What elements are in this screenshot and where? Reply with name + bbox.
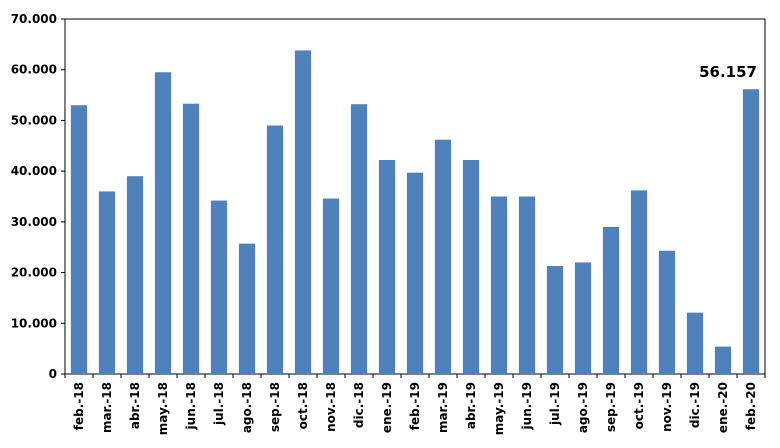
x-tick-label: oct.-19 [632,382,646,429]
x-tick-label: mar.-19 [436,382,450,433]
bar-dic.-19 [686,312,704,374]
x-tick-label: jun.-18 [184,382,198,430]
bar-ago.-19 [574,262,592,374]
y-tick-label: 0 [49,367,57,381]
bar-jun.-19 [518,196,536,374]
bar-mar.-19 [434,139,452,374]
bar-may.-18 [154,72,172,374]
x-tick-label: feb.-20 [744,382,758,430]
bar-abr.-19 [462,159,480,374]
y-tick-label: 30.000 [11,215,57,229]
x-tick-label: abr.-19 [464,382,478,429]
x-tick-label: dic.-18 [352,382,366,428]
y-tick-label: 10.000 [11,316,57,330]
y-tick-label: 20.000 [11,266,57,280]
x-tick-label: ago.-19 [576,382,590,433]
bar-sep.-18 [266,125,284,374]
bar-ago.-18 [238,243,256,374]
bar-feb.-19 [406,172,424,374]
x-tick-label: ago.-18 [240,382,254,433]
x-tick-label: ene.-19 [380,382,394,433]
bar-feb.-18 [70,105,88,375]
bar-may.-19 [490,196,508,374]
x-tick-label: oct.-18 [296,382,310,429]
x-tick-label: nov.-18 [324,382,338,432]
x-tick-label: feb.-18 [72,382,86,430]
y-axis: 0 10.000 20.000 30.000 40.000 50.000 60.000 70.… [11,12,65,381]
bar-ene.-20 [714,346,732,374]
bar-feb.-20 [742,89,760,374]
x-tick-label: sep.-18 [268,382,282,432]
y-tick-label: 70.000 [11,12,57,26]
data-label: 56.157 [699,63,757,81]
bar-jul.-18 [210,200,228,374]
y-tick-label: 60.000 [11,63,57,77]
bar-series [70,50,760,375]
data-labels: 56.157 [699,63,757,81]
bar-mar.-18 [98,191,116,374]
x-tick-label: jul.-19 [548,382,562,426]
y-tick-label: 40.000 [11,164,57,178]
y-tick-label: 50.000 [11,113,57,127]
x-tick-label: nov.-19 [660,382,674,432]
bar-oct.-18 [294,50,312,374]
bar-abr.-18 [126,176,144,374]
x-tick-label: dic.-19 [688,382,702,428]
x-tick-label: sep.-19 [604,382,618,432]
bar-jun.-18 [182,103,200,374]
x-tick-label: ene.-20 [716,382,730,433]
bar-ene.-19 [378,159,396,374]
x-axis: feb.-18 mar.-18 abr.-18 may.-18 jun.-18 jul.-… [64,374,766,435]
bar-jul.-19 [546,265,564,374]
bar-oct.-19 [630,190,648,374]
x-tick-label: jul.-18 [212,382,226,426]
x-tick-label: mar.-18 [100,382,114,433]
x-tick-label: may.-19 [492,382,506,435]
x-tick-label: may.-18 [156,382,170,435]
bar-dic.-18 [350,104,368,374]
x-tick-label: abr.-18 [128,382,142,429]
bar-nov.-18 [322,198,340,374]
bar-sep.-19 [602,226,620,374]
x-tick-label: jun.-19 [520,382,534,430]
x-tick-label: feb.-19 [408,382,422,430]
bar-nov.-19 [658,250,676,374]
